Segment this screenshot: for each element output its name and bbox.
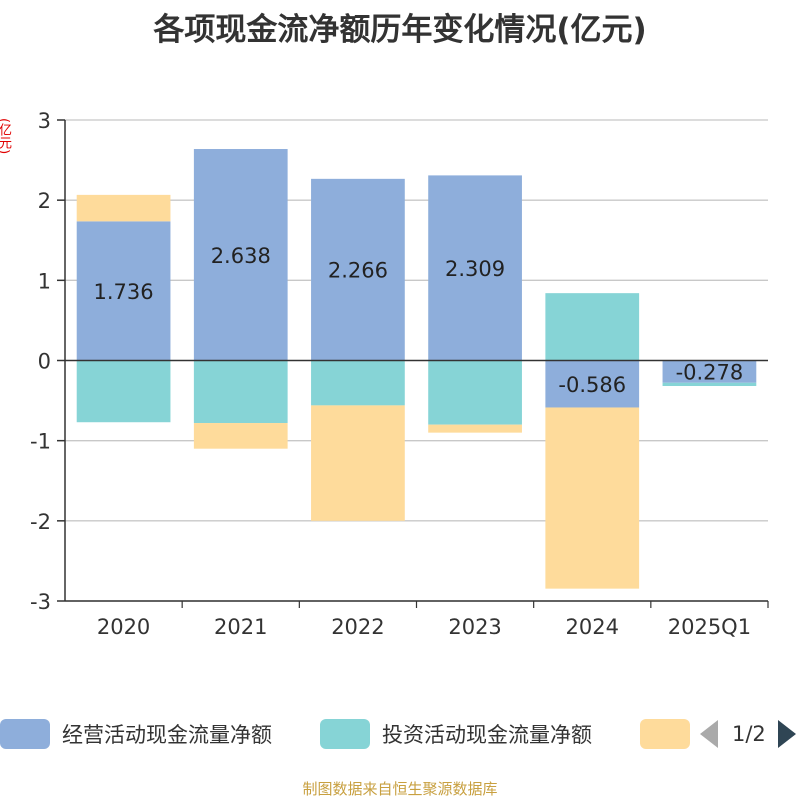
legend-swatch (0, 719, 50, 749)
legend-item-1[interactable]: 投资活动现金流量净额 (320, 719, 592, 749)
y-tick-label: -3 (30, 590, 51, 614)
bar-2024-series-0 (545, 360, 640, 408)
data-label-2024: -0.586 (558, 373, 626, 397)
bar-2024-series-1 (545, 293, 640, 361)
bar-2020-series-0 (76, 221, 171, 361)
data-label-2021: 2.638 (211, 244, 271, 268)
legend-label: 经营活动现金流量净额 (62, 723, 272, 747)
bar-2021-series-1 (193, 360, 288, 424)
bar-2022-series-1 (311, 360, 405, 406)
y-tick-label: -1 (30, 430, 51, 454)
bar-2024-series-2 (545, 407, 640, 589)
legend-pager: 1/2 (700, 716, 796, 752)
bar-2020-series-2 (76, 194, 171, 222)
data-source-note: 制图数据来自恒生聚源数据库 (302, 780, 498, 798)
bar-marks (76, 149, 757, 589)
y-tick-label: 0 (38, 350, 51, 374)
y-tick-label: 1 (38, 269, 51, 293)
x-tick-label: 2022 (331, 615, 384, 639)
legend-next-icon[interactable] (777, 720, 796, 748)
data-labels: 1.736 2.638 2.266 2.309 -0.586 -0.278 (94, 244, 744, 397)
bar-2025Q1-series-0 (662, 360, 757, 383)
bar-2025Q1-series-1 (662, 382, 757, 386)
bar-2022-series-0 (311, 178, 405, 361)
x-tick-label: 2021 (214, 615, 267, 639)
x-tick-label: 2020 (97, 615, 150, 639)
y-tick-label: -2 (30, 510, 51, 534)
legend-swatch (320, 719, 370, 749)
bar-2021-series-2 (193, 423, 288, 449)
bar-2021-series-0 (193, 149, 288, 361)
legend-prev-icon[interactable] (700, 720, 718, 748)
bar-2023-series-1 (428, 360, 522, 425)
x-tick-label: 2023 (448, 615, 501, 639)
legend-item-2[interactable] (640, 719, 690, 749)
legend-item-0[interactable]: 经营活动现金流量净额 (0, 719, 272, 749)
x-tick-label: 2025Q1 (668, 615, 751, 639)
bar-2023-series-0 (428, 175, 522, 361)
x-tick-label: 2024 (566, 615, 619, 639)
bar-2022-series-2 (311, 405, 405, 521)
data-label-2020: 1.736 (94, 280, 154, 304)
data-label-2022: 2.266 (328, 259, 388, 283)
y-tick-label: 2 (38, 189, 51, 213)
chart-title: 各项现金流净额历年变化情况(亿元) (153, 12, 647, 48)
axes: 3 2 1 0 -1 -2 -3 2020 2021 2022 2023 2024 2025Q1 (30, 109, 769, 639)
data-label-2025Q1: -0.278 (676, 361, 744, 385)
bar-2020-series-1 (76, 360, 171, 423)
legend-page-indicator: 1/2 (732, 722, 766, 746)
bar-2023-series-2 (428, 424, 522, 433)
legend-swatch (640, 719, 690, 749)
data-label-2023: 2.309 (445, 257, 505, 281)
y-tick-label: 3 (38, 109, 51, 133)
y-axis-unit-label: (亿元) (0, 118, 11, 155)
legend-label: 投资活动现金流量净额 (382, 723, 592, 747)
